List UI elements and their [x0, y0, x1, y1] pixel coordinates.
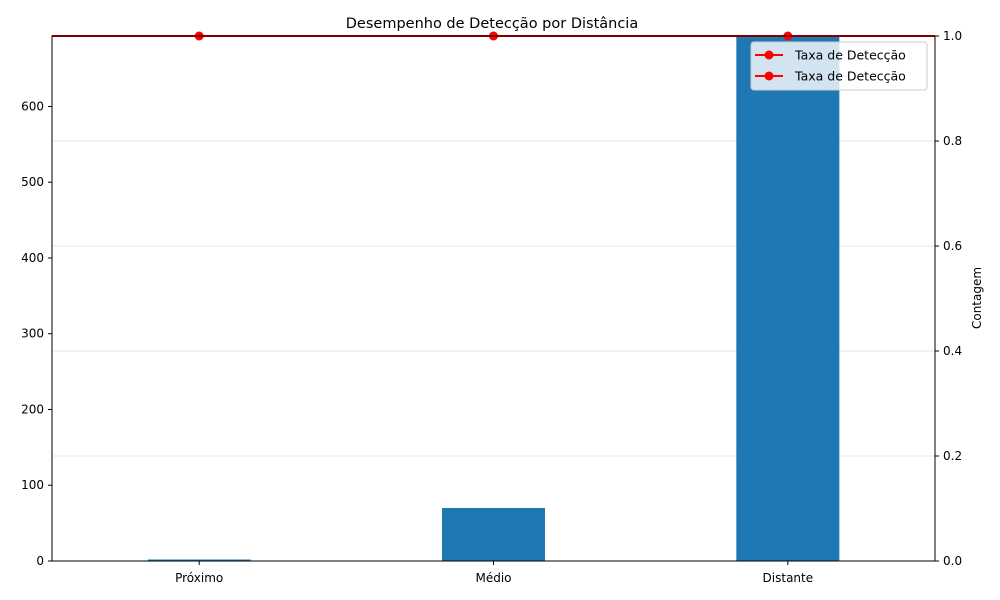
x-tick-label: Médio	[475, 571, 511, 585]
left-tick-label: 500	[21, 175, 44, 189]
right-tick-label: 0.2	[943, 449, 962, 463]
x-axis: Próximo Médio Distante	[175, 561, 813, 585]
left-tick-label: 300	[21, 327, 44, 341]
legend-label: Taxa de Detecção	[794, 69, 906, 84]
legend-label: Taxa de Detecção	[794, 48, 906, 63]
bar-0	[147, 559, 251, 561]
legend-box	[750, 41, 928, 91]
legend-marker	[764, 50, 774, 60]
x-tick-label: Distante	[763, 571, 814, 585]
right-axis: 0.0 0.2 0.4 0.6 0.8 1.0	[935, 29, 962, 568]
right-tick-label: 0.0	[943, 554, 962, 568]
bars	[147, 36, 840, 561]
left-tick-label: 600	[21, 99, 44, 113]
right-axis-title: Contagem	[970, 267, 984, 329]
chart-title: Desempenho de Detecção por Distância	[346, 16, 638, 32]
left-tick-label: 400	[21, 251, 44, 265]
legend: Taxa de Detecção Taxa de Detecção	[750, 41, 928, 91]
right-tick-label: 0.4	[943, 344, 962, 358]
legend-marker	[764, 71, 774, 81]
left-tick-label: 0	[36, 554, 44, 568]
bar-1	[441, 507, 546, 561]
right-tick-label: 0.8	[943, 134, 962, 148]
left-tick-label: 100	[21, 478, 44, 492]
bar-2	[736, 36, 840, 561]
left-axis: 0 100 200 300 400 500 600	[21, 99, 52, 568]
x-tick-label: Próximo	[175, 571, 223, 585]
right-tick-label: 1.0	[943, 29, 962, 43]
right-tick-label: 0.6	[943, 239, 962, 253]
left-tick-label: 200	[21, 402, 44, 416]
